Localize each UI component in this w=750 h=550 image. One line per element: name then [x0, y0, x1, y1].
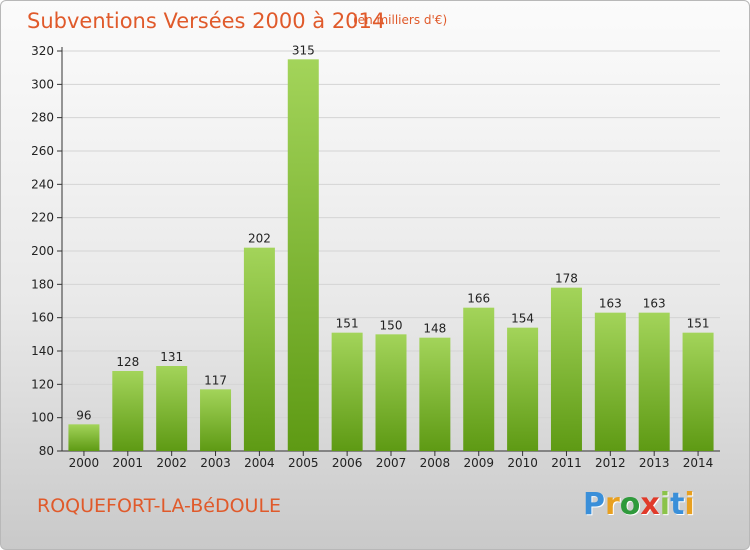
- y-tick-label: 220: [31, 211, 54, 225]
- bar: [287, 59, 319, 451]
- y-tick-label: 160: [31, 311, 54, 325]
- bar: [375, 334, 407, 451]
- logo-letter: o: [619, 487, 641, 522]
- unit-label: (en milliers d'€): [353, 13, 448, 27]
- logo-letter: i: [659, 487, 671, 522]
- bar-value-label: 148: [423, 322, 446, 336]
- bar-value-label: 150: [380, 318, 403, 332]
- bar: [419, 337, 451, 451]
- logo-letter: i: [684, 487, 695, 522]
- bar: [507, 327, 539, 451]
- y-tick-label: 240: [31, 177, 54, 191]
- x-tick-label: 2004: [244, 456, 275, 470]
- x-tick-label: 2009: [463, 456, 494, 470]
- x-tick-label: 2006: [332, 456, 363, 470]
- x-tick-label: 2007: [376, 456, 407, 470]
- bar: [463, 307, 495, 451]
- bar-value-label: 131: [160, 350, 183, 364]
- bar-value-label: 163: [643, 297, 666, 311]
- bar-value-label: 163: [599, 297, 622, 311]
- bar-value-label: 202: [248, 232, 271, 246]
- bar-value-label: 96: [76, 408, 91, 422]
- y-tick-label: 300: [31, 77, 54, 91]
- commune-name: ROQUEFORT-LA-BéDOULE: [37, 495, 282, 517]
- y-tick-label: 100: [31, 411, 54, 425]
- labels: 80 100 120 140 160 180 200 220 240 260 280 300 320 96…: [31, 43, 713, 470]
- logo-letter: t: [670, 487, 685, 522]
- bar-value-label: 315: [292, 43, 315, 57]
- x-tick-label: 2008: [420, 456, 451, 470]
- logo-letter: P: [583, 487, 605, 522]
- bar-value-label: 154: [511, 312, 534, 326]
- x-tick-label: 2000: [69, 456, 100, 470]
- bar-value-label: 178: [555, 272, 578, 286]
- x-tick-label: 2011: [551, 456, 582, 470]
- logo-letter: x: [640, 487, 660, 522]
- logo-letter: r: [605, 487, 620, 522]
- y-tick-label: 260: [31, 144, 54, 158]
- bar-value-label: 117: [204, 373, 227, 387]
- bars: [68, 59, 714, 451]
- bar-value-label: 151: [687, 317, 710, 331]
- x-tick-label: 2014: [683, 456, 714, 470]
- bar: [112, 371, 144, 451]
- y-tick-label: 80: [39, 444, 54, 458]
- x-tick-label: 2012: [595, 456, 626, 470]
- x-tick-label: 2003: [200, 456, 231, 470]
- bar: [594, 312, 626, 451]
- y-tick-label: 320: [31, 44, 54, 58]
- chart-title: Subventions Versées 2000 à 2014: [27, 9, 386, 33]
- y-tick-label: 200: [31, 244, 54, 258]
- bar-value-label: 166: [467, 292, 490, 306]
- bar: [68, 424, 100, 451]
- bar: [243, 247, 275, 451]
- y-tick-label: 120: [31, 377, 54, 391]
- y-tick-label: 180: [31, 277, 54, 291]
- bar: [156, 366, 188, 451]
- bar-value-label: 128: [116, 355, 139, 369]
- x-tick-label: 2013: [639, 456, 670, 470]
- bar: [200, 389, 232, 451]
- bar-value-label: 151: [336, 317, 359, 331]
- bar: [550, 287, 582, 451]
- x-tick-label: 2005: [288, 456, 319, 470]
- y-tick-label: 140: [31, 344, 54, 358]
- proxiti-logo[interactable]: Proxiti: [583, 487, 695, 522]
- y-tick-label: 280: [31, 111, 54, 125]
- x-tick-label: 2001: [113, 456, 144, 470]
- bar: [331, 332, 363, 451]
- x-tick-label: 2002: [156, 456, 187, 470]
- bar: [638, 312, 670, 451]
- x-tick-label: 2010: [507, 456, 538, 470]
- bar: [682, 332, 714, 451]
